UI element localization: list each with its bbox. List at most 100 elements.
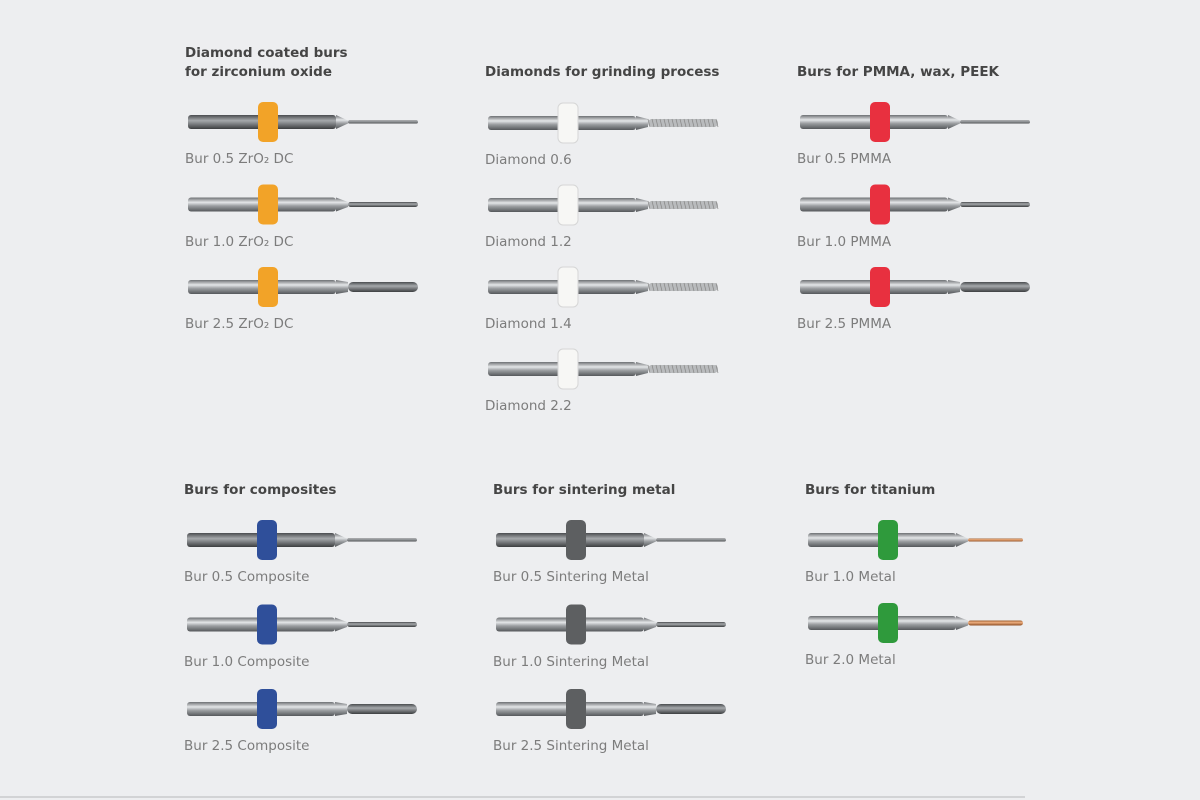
bur-tip bbox=[347, 704, 417, 714]
diamond-grit bbox=[703, 200, 707, 210]
bur-taper bbox=[636, 198, 648, 212]
bur-collar bbox=[258, 267, 278, 307]
diamond-grit bbox=[647, 364, 651, 374]
item-label: Bur 0.5 ZrO₂ DC bbox=[185, 151, 294, 167]
diamond-grit bbox=[695, 200, 699, 210]
bur-collar bbox=[557, 348, 579, 390]
bur-collar bbox=[557, 266, 579, 308]
item-label: Bur 0.5 PMMA bbox=[797, 151, 892, 167]
diamond-grit bbox=[695, 364, 699, 374]
bur-taper bbox=[336, 197, 348, 212]
bur-taper bbox=[948, 197, 960, 212]
item-label: Bur 0.5 Sintering Metal bbox=[493, 569, 649, 585]
item-label: Bur 2.0 Metal bbox=[805, 652, 896, 668]
bur-tip bbox=[960, 120, 1030, 124]
diamond-grit bbox=[703, 282, 707, 292]
group-title: Burs for sintering metal bbox=[493, 482, 676, 498]
bur-taper bbox=[956, 616, 968, 630]
item-label: Bur 2.5 Composite bbox=[184, 738, 310, 754]
bur-taper bbox=[956, 533, 968, 547]
bur-tip bbox=[960, 202, 1030, 207]
bur-collar bbox=[257, 689, 277, 729]
bur-collar bbox=[257, 520, 277, 560]
diamond-grit bbox=[667, 364, 671, 374]
diamond-grit bbox=[687, 118, 691, 128]
bur-tip bbox=[348, 282, 418, 292]
diamond-grit bbox=[659, 364, 663, 374]
diamond-grit bbox=[683, 200, 687, 210]
diamond-grit bbox=[679, 200, 683, 210]
diamond-grit bbox=[707, 282, 711, 292]
diamond-grit bbox=[655, 364, 659, 374]
diamond-grit bbox=[675, 200, 679, 210]
diamond-grit bbox=[715, 118, 719, 128]
bur-tip bbox=[968, 620, 1023, 626]
bur-tip bbox=[348, 202, 418, 207]
bur-taper bbox=[636, 280, 648, 294]
bur-collar bbox=[257, 604, 277, 645]
diamond-grit bbox=[703, 118, 707, 128]
group-title: Diamond coated burs for zirconium oxide bbox=[185, 45, 348, 80]
item-label: Bur 2.5 Sintering Metal bbox=[493, 738, 649, 754]
diamond-grit bbox=[715, 200, 719, 210]
diamond-grit bbox=[671, 282, 675, 292]
bur-taper bbox=[336, 280, 348, 294]
bur-taper bbox=[948, 280, 960, 294]
diamond-grit bbox=[687, 200, 691, 210]
diamond-grit bbox=[659, 118, 663, 128]
bur-tip bbox=[348, 120, 418, 124]
diamond-grit bbox=[691, 118, 695, 128]
diamond-grit bbox=[711, 200, 715, 210]
diamond-grit bbox=[687, 364, 691, 374]
bur-taper bbox=[335, 702, 347, 716]
group-title: Burs for titanium bbox=[805, 482, 936, 498]
diamond-grit bbox=[651, 118, 655, 128]
diamond-grit bbox=[703, 364, 707, 374]
bur-tip bbox=[648, 201, 718, 209]
diamond-grit bbox=[651, 282, 655, 292]
bur-taper bbox=[644, 702, 656, 716]
diamond-grit bbox=[651, 200, 655, 210]
diamond-grit bbox=[695, 118, 699, 128]
item-label: Bur 1.0 Composite bbox=[184, 653, 310, 670]
item-label: Bur 1.0 PMMA bbox=[797, 233, 892, 250]
bur-tip bbox=[960, 282, 1030, 292]
diamond-grit bbox=[659, 200, 663, 210]
diamond-grit bbox=[691, 200, 695, 210]
diamond-grit bbox=[683, 118, 687, 128]
item-label: Diamond 1.2 bbox=[485, 234, 572, 250]
item-label: Bur 1.0 ZrO₂ DC bbox=[185, 233, 294, 250]
diamond-grit bbox=[679, 118, 683, 128]
bur-taper bbox=[644, 617, 656, 632]
group-title: Burs for composites bbox=[184, 482, 337, 498]
diamond-grit bbox=[647, 200, 651, 210]
diamond-grit bbox=[663, 282, 667, 292]
diamond-grit bbox=[655, 282, 659, 292]
diamond-grit bbox=[711, 118, 715, 128]
bur-tip bbox=[347, 538, 417, 542]
diamond-grit bbox=[655, 200, 659, 210]
diamond-grit bbox=[667, 282, 671, 292]
diamond-grit bbox=[663, 200, 667, 210]
diamond-grit bbox=[675, 282, 679, 292]
diamond-grit bbox=[667, 118, 671, 128]
diamond-grit bbox=[711, 364, 715, 374]
diamond-grit bbox=[667, 200, 671, 210]
diamond-grit bbox=[699, 118, 703, 128]
diamond-grit bbox=[699, 200, 703, 210]
bur-taper bbox=[644, 533, 656, 547]
diamond-grit bbox=[695, 282, 699, 292]
diamond-grit bbox=[715, 282, 719, 292]
bur-collar bbox=[878, 520, 898, 560]
diamond-grit bbox=[707, 364, 711, 374]
bur-tip bbox=[347, 622, 417, 627]
diamond-grit bbox=[679, 364, 683, 374]
diamond-grit bbox=[659, 282, 663, 292]
diamond-grit bbox=[675, 118, 679, 128]
bur-collar bbox=[878, 603, 898, 643]
bur-tip bbox=[648, 365, 718, 373]
diamond-grit bbox=[647, 118, 651, 128]
bur-tip bbox=[656, 704, 726, 714]
item-label: Bur 2.5 ZrO₂ DC bbox=[185, 316, 294, 332]
